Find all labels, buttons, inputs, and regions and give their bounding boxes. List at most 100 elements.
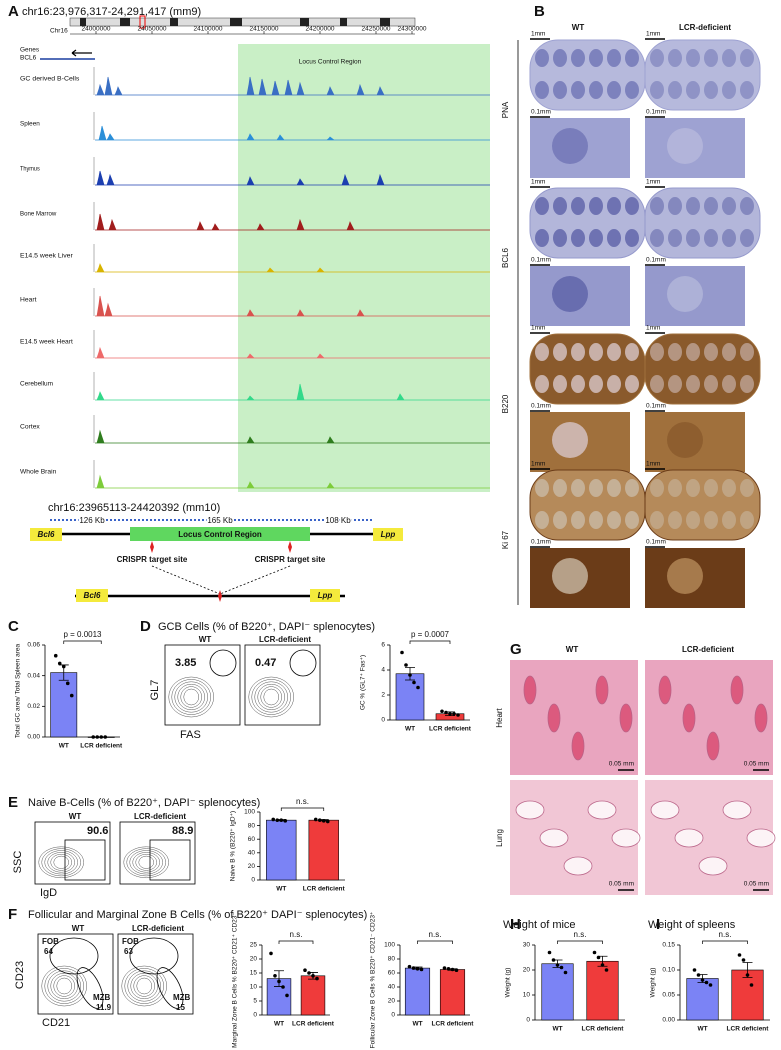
density-contour	[174, 681, 208, 713]
data-point	[745, 973, 750, 977]
follicle	[535, 375, 549, 393]
signal-track	[95, 295, 490, 317]
gene-box	[373, 528, 403, 541]
band	[300, 18, 309, 26]
follicle	[740, 81, 754, 99]
follicle	[650, 81, 664, 99]
x-tick-label: LCR deficient	[432, 1021, 475, 1028]
x-tick-label: WT	[405, 726, 415, 733]
gate	[209, 649, 237, 677]
follicle	[686, 81, 700, 99]
x-tick-label: LCR deficient	[582, 1026, 625, 1033]
data-point	[407, 964, 412, 969]
data-point	[596, 955, 601, 960]
follicle	[571, 343, 585, 361]
follicle	[607, 343, 621, 361]
significance-bracket	[417, 940, 453, 944]
density-contour	[138, 855, 154, 869]
label: GC derived B-Cells	[20, 76, 80, 83]
label: Locus Control Region	[178, 530, 262, 539]
bar	[731, 969, 764, 1021]
follicle	[589, 197, 603, 215]
follicle	[607, 229, 621, 247]
label: chr16:23965113-24420392 (mm10)	[48, 502, 220, 514]
follicle	[535, 229, 549, 247]
label: 126 Kb	[79, 516, 105, 525]
follicle	[650, 511, 664, 529]
significance-bracket	[280, 807, 325, 811]
x-tick-label: WT	[552, 1026, 562, 1033]
follicle-zoom	[667, 558, 703, 594]
label: GCB Cells (% of B220⁺, DAPI⁻ splenocytes…	[158, 621, 375, 633]
follicle	[553, 81, 567, 99]
label: Cortex	[20, 424, 41, 431]
follicle-zoom	[552, 276, 588, 312]
section-large	[529, 333, 646, 405]
annotation: n.s.	[574, 930, 587, 939]
density-contour	[50, 972, 78, 1000]
data-point	[547, 950, 552, 955]
follicle	[740, 511, 754, 529]
data-point	[321, 819, 326, 823]
section-large	[529, 39, 646, 111]
label: Heart	[495, 707, 504, 727]
label: 0.1mm	[646, 109, 666, 116]
data-point	[444, 710, 448, 715]
density-contour	[254, 681, 288, 713]
follicle-zoom	[667, 276, 703, 312]
section-large	[644, 39, 761, 111]
density-contour	[47, 970, 81, 1002]
follicle	[607, 375, 621, 393]
gate	[49, 937, 99, 975]
annotation: p = 0.0013	[63, 630, 102, 639]
follicle	[607, 197, 621, 215]
follicle	[650, 479, 664, 497]
label: 0.05 mm	[609, 761, 634, 768]
tissue	[674, 828, 704, 848]
follicle	[650, 229, 664, 247]
follicle	[686, 229, 700, 247]
follicle	[535, 197, 549, 215]
deletion-guide	[151, 565, 221, 595]
follicle	[668, 511, 682, 529]
label: WT	[572, 23, 585, 32]
tissue	[539, 828, 569, 848]
follicle	[668, 229, 682, 247]
density-contour	[251, 679, 291, 715]
data-point	[412, 680, 416, 685]
tissue	[698, 856, 728, 876]
label: FAS	[180, 729, 201, 741]
label: 1mm	[646, 461, 660, 468]
band	[120, 18, 130, 26]
follicle	[625, 343, 639, 361]
y-tick-label: 0.00	[27, 734, 40, 741]
label: 63	[124, 947, 133, 956]
label: Follicular and Marginal Zone B Cells (% …	[28, 909, 367, 921]
annotation: n.s.	[296, 797, 309, 806]
follicle	[571, 479, 585, 497]
label: 0.05 mm	[744, 761, 769, 768]
chart-title: Weight of mice	[503, 919, 576, 931]
follicle	[650, 375, 664, 393]
density-contour	[168, 676, 214, 718]
follicle	[686, 479, 700, 497]
follicle	[571, 197, 585, 215]
follicle	[535, 49, 549, 67]
label: Thymus	[20, 166, 40, 173]
follicle-zoom	[552, 558, 588, 594]
label: WT	[69, 812, 82, 821]
label: Lung	[495, 829, 504, 847]
data-point	[307, 971, 311, 975]
data-point	[281, 985, 285, 989]
follicle-zoom	[552, 128, 588, 164]
follicle	[571, 81, 585, 99]
deletion-guide	[219, 565, 291, 595]
follicle	[625, 197, 639, 215]
label: 0.1mm	[531, 257, 551, 264]
tissue	[706, 731, 720, 761]
follicle	[704, 197, 718, 215]
label: WT	[566, 645, 579, 654]
data-point	[551, 958, 556, 962]
follicle	[722, 197, 736, 215]
signal-track	[95, 429, 490, 444]
